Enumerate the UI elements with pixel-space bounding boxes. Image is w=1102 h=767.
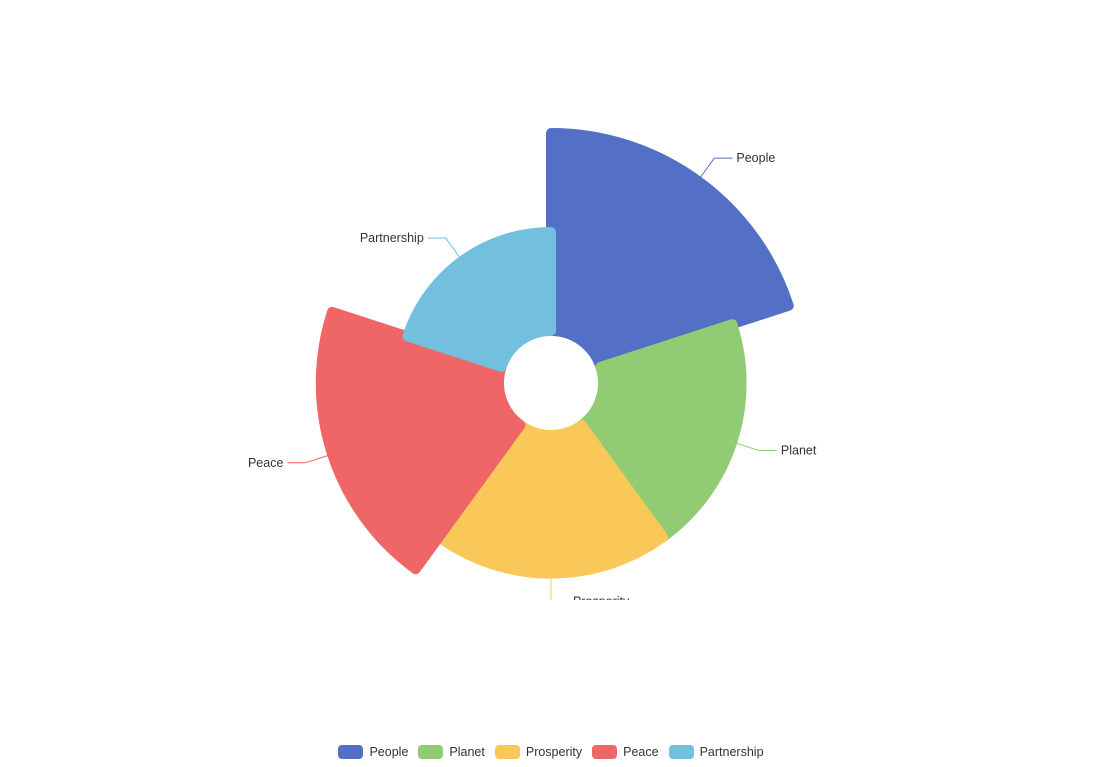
legend-item-planet[interactable]: Planet (418, 745, 485, 759)
legend-label: Prosperity (525, 745, 583, 759)
legend-swatch (338, 745, 364, 759)
legend-label: People (369, 745, 409, 759)
slice-people[interactable] (546, 128, 794, 372)
rose-chart: People Planet Prosperity Peace Partnership (248, 128, 817, 600)
leader-line-prosperity (550, 571, 552, 600)
slice-label-people: People (736, 151, 775, 165)
legend-item-prosperity[interactable]: Prosperity (494, 745, 583, 759)
slice-partnership[interactable] (402, 227, 556, 372)
leader-line-people (696, 157, 733, 183)
leader-line-partnership (427, 237, 464, 263)
slice-label-prosperity: Prosperity (573, 595, 630, 600)
slice-label-peace: Peace (248, 456, 283, 470)
slice-label-partnership: Partnership (360, 231, 424, 245)
leader-line-planet (730, 440, 777, 452)
legend-label: Partnership (699, 745, 764, 759)
slice-planet[interactable] (576, 319, 747, 543)
legend-swatch (668, 745, 694, 759)
legend-item-peace[interactable]: Peace (592, 745, 659, 759)
legend-swatch (418, 745, 444, 759)
slice-label-planet: Planet (781, 444, 817, 458)
legend-item-people[interactable]: People (338, 745, 408, 759)
legend-swatch (592, 745, 618, 759)
legend-item-partnership[interactable]: Partnership (668, 745, 764, 759)
legend: People Planet Prosperity Peace Partnership (0, 745, 1102, 759)
leader-line-peace (287, 453, 335, 464)
legend-label: Planet (449, 745, 485, 759)
legend-label: Peace (623, 745, 659, 759)
slice-peace[interactable] (315, 306, 526, 575)
legend-swatch (494, 745, 520, 759)
